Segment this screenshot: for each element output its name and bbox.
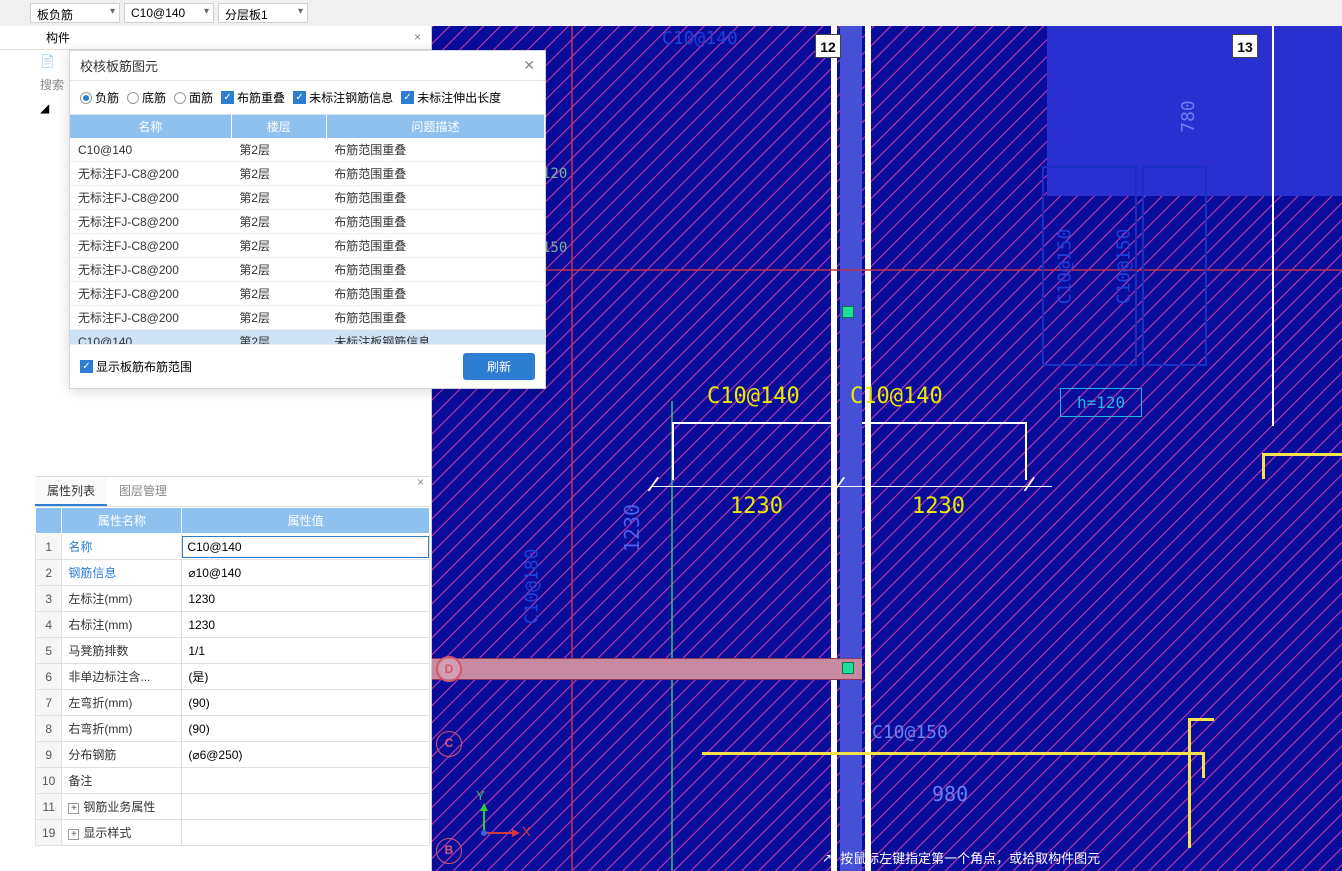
attribute-table: 属性名称 属性值 1名称2钢筋信息⌀10@1403左标注(mm)12304右标注…	[35, 507, 430, 846]
dim-line	[652, 486, 1052, 487]
attr-row[interactable]: 4右标注(mm)1230	[36, 612, 430, 638]
attr-row[interactable]: 6非单边标注含...(是)	[36, 664, 430, 690]
table-row[interactable]: 无标注FJ-C8@200第2层布筋范围重叠	[70, 306, 545, 330]
dialog-header[interactable]: 校核板筋图元 ✕	[70, 51, 545, 81]
text-c10-140-top: C10@140	[662, 28, 738, 49]
rect-outline-b	[1142, 166, 1207, 366]
attr-row[interactable]: 5马凳筋排数1/1	[36, 638, 430, 664]
tab-layer-manage[interactable]: 图层管理	[107, 477, 179, 506]
rebar-label-right: C10@140	[850, 384, 943, 409]
radio-dijin[interactable]: 底筋	[127, 89, 166, 106]
ucs-icon: Y X	[476, 788, 531, 839]
yellow-rebar-v2	[1188, 718, 1191, 848]
attr-panel-close-icon[interactable]: ×	[417, 475, 424, 489]
yellow-rebar-v3	[1262, 453, 1265, 479]
left-tab-label[interactable]: 构件	[40, 29, 76, 46]
attr-col-value: 属性值	[182, 508, 430, 534]
rect-outline-a	[1042, 166, 1137, 366]
dropdown-layer[interactable]: 分层板1	[218, 3, 308, 23]
handle-bottom[interactable]	[842, 662, 854, 674]
table-row[interactable]: 无标注FJ-C8@200第2层布筋范围重叠	[70, 234, 545, 258]
attr-row[interactable]: 19+显示样式	[36, 820, 430, 846]
refresh-button[interactable]: 刷新	[463, 353, 535, 380]
table-row[interactable]: C10@140第2层布筋范围重叠	[70, 138, 545, 162]
check-no-rebar-info[interactable]: ✓未标注钢筋信息	[293, 89, 393, 106]
tree-toggle-icon: ◢	[40, 101, 49, 115]
col-name[interactable]: 名称	[70, 115, 231, 138]
dim-value-right: 1230	[912, 494, 965, 519]
check-show-range[interactable]: ✓显示板筋布筋范围	[80, 358, 192, 375]
dim-vertical-1230: 1230	[620, 504, 644, 552]
check-bujin-overlap[interactable]: ✓布筋重叠	[221, 89, 285, 106]
table-row[interactable]: C10@140第2层未标注板钢筋信息	[70, 330, 545, 345]
yellow-rebar-h3	[1262, 453, 1342, 456]
grid-col-13: 13	[1232, 34, 1258, 58]
dropdown-rebar[interactable]: C10@140	[124, 3, 214, 23]
dialog-table: 名称 楼层 问题描述 C10@140第2层布筋范围重叠无标注FJ-C8@200第…	[70, 115, 545, 344]
dialog-table-wrap[interactable]: 名称 楼层 问题描述 C10@140第2层布筋范围重叠无标注FJ-C8@200第…	[70, 114, 545, 344]
drawing-viewport[interactable]: 12 13 D C B C10@140 C10@140 / / / 1230 1…	[432, 26, 1342, 871]
col-desc[interactable]: 问题描述	[326, 115, 544, 138]
check-no-ext-length[interactable]: ✓未标注伸出长度	[401, 89, 501, 106]
attr-col-empty	[36, 508, 62, 534]
hint-text: 按鼠标左键指定第一个角点，或拾取构件图元	[840, 848, 1100, 867]
check-rebar-dialog: 校核板筋图元 ✕ 负筋 底筋 面筋 ✓布筋重叠 ✓未标注钢筋信息 ✓未标注伸出长…	[69, 50, 546, 389]
rebar-line	[672, 422, 674, 480]
attr-tabs: 属性列表 图层管理	[35, 477, 430, 507]
status-hint: ↗ 按鼠标左键指定第一个角点，或拾取构件图元	[822, 848, 1334, 867]
attribute-panel: × 属性列表 图层管理 属性名称 属性值 1名称2钢筋信息⌀10@1403左标注…	[35, 476, 430, 846]
rebar-label-left: C10@140	[707, 384, 800, 409]
attr-row[interactable]: 1名称	[36, 534, 430, 560]
top-toolbar: 板负筋 C10@140 分层板1	[0, 2, 1342, 24]
col-floor[interactable]: 楼层	[231, 115, 326, 138]
left-panel-tabs: 构件 ×	[0, 26, 431, 50]
handle-top[interactable]	[842, 306, 854, 318]
grid-col-12: 12	[815, 34, 841, 58]
white-edge	[1272, 26, 1332, 426]
text-c10-180: C10@180	[521, 549, 542, 625]
attr-row[interactable]: 7左弯折(mm)(90)	[36, 690, 430, 716]
grid-row-d: D	[436, 656, 462, 682]
text-980: 980	[932, 782, 968, 806]
attr-col-name: 属性名称	[62, 508, 182, 534]
attr-row[interactable]: 11+钢筋业务属性	[36, 794, 430, 820]
hatch-background	[432, 26, 1342, 871]
radio-mianjin[interactable]: 面筋	[174, 89, 213, 106]
rebar-line	[672, 422, 837, 424]
attr-row[interactable]: 9分布钢筋(⌀6@250)	[36, 742, 430, 768]
dialog-footer: ✓显示板筋布筋范围 刷新	[70, 344, 545, 388]
grid-row-b: B	[436, 838, 462, 864]
dialog-filters: 负筋 底筋 面筋 ✓布筋重叠 ✓未标注钢筋信息 ✓未标注伸出长度	[70, 81, 545, 114]
hint-arrow-icon: ↗	[822, 851, 832, 865]
attr-value-input[interactable]	[182, 536, 429, 558]
yellow-rebar-v1	[1202, 752, 1205, 778]
rebar-line	[862, 422, 1027, 424]
dropdown-type[interactable]: 板负筋	[30, 3, 120, 23]
attr-row[interactable]: 10备注	[36, 768, 430, 794]
left-panel-close-icon[interactable]: ×	[414, 30, 421, 44]
h120-box: h=120	[1060, 388, 1142, 417]
beam-strip	[432, 658, 862, 680]
tab-attribute-list[interactable]: 属性列表	[35, 477, 107, 506]
table-row[interactable]: 无标注FJ-C8@200第2层布筋范围重叠	[70, 186, 545, 210]
table-row[interactable]: 无标注FJ-C8@200第2层布筋范围重叠	[70, 162, 545, 186]
radio-fujin[interactable]: 负筋	[80, 89, 119, 106]
attr-row[interactable]: 8右弯折(mm)(90)	[36, 716, 430, 742]
grid-row-c: C	[436, 731, 462, 757]
yellow-rebar-h2	[1188, 718, 1214, 721]
table-row[interactable]: 无标注FJ-C8@200第2层布筋范围重叠	[70, 282, 545, 306]
dim-value-left: 1230	[730, 494, 783, 519]
attr-row[interactable]: 3左标注(mm)1230	[36, 586, 430, 612]
yellow-rebar-h1	[702, 752, 1202, 755]
dialog-title: 校核板筋图元	[80, 56, 158, 75]
text-c10-150-br: C10@150	[872, 722, 948, 743]
rebar-line	[1025, 422, 1027, 480]
table-row[interactable]: 无标注FJ-C8@200第2层布筋范围重叠	[70, 258, 545, 282]
attr-row[interactable]: 2钢筋信息⌀10@140	[36, 560, 430, 586]
table-row[interactable]: 无标注FJ-C8@200第2层布筋范围重叠	[70, 210, 545, 234]
document-icon: 📄	[40, 54, 55, 68]
dialog-close-icon[interactable]: ✕	[523, 57, 535, 74]
text-780: 780	[1178, 100, 1199, 133]
